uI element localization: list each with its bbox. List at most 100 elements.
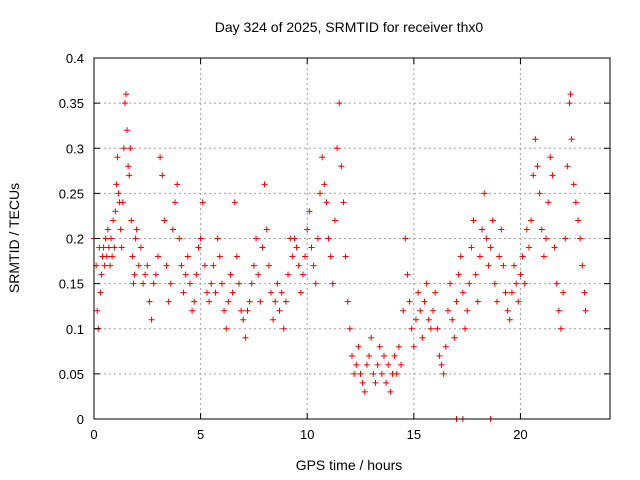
data-point xyxy=(191,298,198,305)
data-point xyxy=(94,307,101,314)
data-point xyxy=(137,244,144,251)
data-point xyxy=(135,262,142,269)
data-point xyxy=(455,271,462,278)
y-tick-label: 0.1 xyxy=(66,322,84,337)
data-point xyxy=(176,235,183,242)
data-point xyxy=(372,379,379,386)
x-tick-label: 5 xyxy=(197,427,204,442)
data-point xyxy=(242,334,249,341)
data-point xyxy=(120,145,127,152)
data-point xyxy=(417,307,424,314)
data-point xyxy=(233,253,240,260)
data-point xyxy=(304,226,311,233)
data-point xyxy=(383,379,390,386)
data-point xyxy=(299,271,306,278)
data-point xyxy=(329,280,336,287)
data-point xyxy=(493,298,500,305)
data-point xyxy=(528,217,535,224)
data-point xyxy=(519,253,526,260)
data-point xyxy=(317,190,324,197)
data-point xyxy=(361,388,368,395)
data-point xyxy=(355,343,362,350)
data-point xyxy=(338,163,345,170)
data-point xyxy=(102,235,109,242)
data-point xyxy=(555,307,562,314)
data-point xyxy=(221,307,228,314)
data-point xyxy=(302,253,309,260)
data-point xyxy=(259,244,266,251)
data-point xyxy=(536,190,543,197)
data-point xyxy=(278,289,285,296)
data-point xyxy=(100,244,107,251)
data-point xyxy=(331,217,338,224)
data-point xyxy=(113,181,120,188)
data-point xyxy=(502,289,509,296)
data-point xyxy=(132,235,139,242)
data-point xyxy=(474,298,481,305)
plot-frame xyxy=(93,57,611,420)
data-point xyxy=(557,325,564,332)
data-point xyxy=(227,271,234,278)
data-point xyxy=(438,361,445,368)
y-tick-label: 0.3 xyxy=(66,141,84,156)
data-point xyxy=(122,91,129,98)
x-axis-label: GPS time / hours xyxy=(296,457,403,473)
data-point xyxy=(157,154,164,161)
data-point xyxy=(105,244,112,251)
data-point xyxy=(159,172,166,179)
data-point xyxy=(272,298,279,305)
data-point xyxy=(127,145,134,152)
data-point xyxy=(199,199,206,206)
data-point xyxy=(229,289,236,296)
data-point xyxy=(368,334,375,341)
data-point xyxy=(140,280,147,287)
data-point xyxy=(444,307,451,314)
data-point xyxy=(154,253,161,260)
data-point xyxy=(285,271,292,278)
data-point xyxy=(366,352,373,359)
data-point xyxy=(97,289,104,296)
data-point xyxy=(238,307,245,314)
data-point xyxy=(423,280,430,287)
data-point xyxy=(106,262,113,269)
data-point xyxy=(297,289,304,296)
data-point xyxy=(572,199,579,206)
data-point xyxy=(391,352,398,359)
data-point xyxy=(393,370,400,377)
data-point xyxy=(517,271,524,278)
data-point xyxy=(434,325,441,332)
y-tick-label: 0.35 xyxy=(59,96,84,111)
data-point xyxy=(430,307,437,314)
data-point xyxy=(449,316,456,323)
data-point xyxy=(344,298,351,305)
data-point xyxy=(334,145,341,152)
data-point xyxy=(521,280,528,287)
data-point xyxy=(566,100,573,107)
data-point xyxy=(511,262,518,269)
data-point xyxy=(321,181,328,188)
data-point xyxy=(346,325,353,332)
data-point xyxy=(308,244,315,251)
data-point xyxy=(421,298,428,305)
data-point xyxy=(125,163,132,170)
data-point xyxy=(223,325,230,332)
x-tick-label: 10 xyxy=(300,427,314,442)
data-point xyxy=(545,199,552,206)
data-point xyxy=(231,199,238,206)
data-point xyxy=(178,262,185,269)
data-point xyxy=(248,280,255,287)
data-point xyxy=(419,334,426,341)
data-point xyxy=(336,100,343,107)
data-point xyxy=(114,154,121,161)
data-point xyxy=(240,316,247,323)
data-point xyxy=(351,370,358,377)
data-point xyxy=(415,289,422,296)
data-point xyxy=(126,172,133,179)
data-point xyxy=(440,370,447,377)
data-point xyxy=(406,298,413,305)
data-point xyxy=(235,280,242,287)
data-point xyxy=(487,244,494,251)
data-point xyxy=(470,217,477,224)
data-point xyxy=(98,271,105,278)
data-point xyxy=(109,253,116,260)
